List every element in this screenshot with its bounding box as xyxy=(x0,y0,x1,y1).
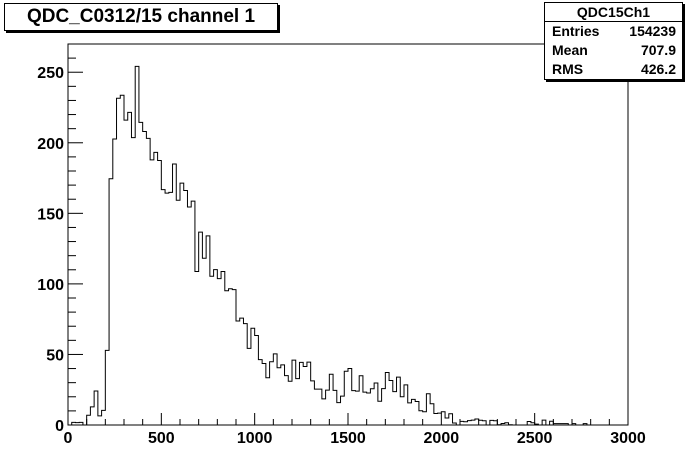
y-tick-label: 50 xyxy=(46,347,64,364)
y-axis: 0 50 100 150 200 250 xyxy=(37,43,83,435)
y-tick-label: 150 xyxy=(37,206,64,223)
x-axis: 0 500 1000 1500 2000 2500 3000 xyxy=(64,413,646,447)
stats-label: Entries xyxy=(552,23,600,39)
chart-title: QDC_C0312/15 channel 1 xyxy=(4,3,278,31)
x-tick-label: 1000 xyxy=(237,430,273,447)
stats-value: 707.9 xyxy=(640,42,676,58)
y-tick-label: 100 xyxy=(37,277,64,294)
y-tick-label: 200 xyxy=(37,136,64,153)
stats-value: 426.2 xyxy=(640,61,676,77)
stats-value: 154239 xyxy=(629,23,676,39)
x-tick-label: 2500 xyxy=(517,430,553,447)
histogram-series xyxy=(68,65,628,426)
x-tick-label: 0 xyxy=(64,430,73,447)
stats-label: Mean xyxy=(552,42,588,58)
plot-frame xyxy=(67,43,629,426)
y-tick-label: 0 xyxy=(55,418,64,435)
x-tick-label: 1500 xyxy=(330,430,366,447)
x-tick-label: 2000 xyxy=(424,430,460,447)
y-tick-label: 250 xyxy=(37,65,64,82)
stats-row-entries: Entries 154239 xyxy=(545,22,682,41)
stats-row-mean: Mean 707.9 xyxy=(545,41,682,60)
stats-box: QDC15Ch1 Entries 154239 Mean 707.9 RMS 4… xyxy=(544,2,683,80)
x-tick-label: 500 xyxy=(148,430,175,447)
stats-label: RMS xyxy=(552,61,584,77)
stats-row-rms: RMS 426.2 xyxy=(545,60,682,79)
x-tick-label: 3000 xyxy=(610,430,646,447)
stats-histogram-name: QDC15Ch1 xyxy=(545,3,682,22)
